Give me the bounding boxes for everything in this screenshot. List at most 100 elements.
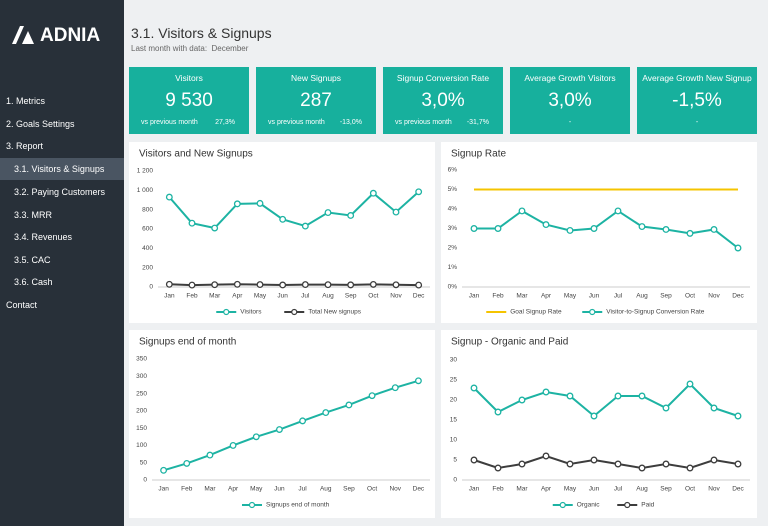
chart: Visitors and New Signups 0 200 400 600 800 1 0… (137, 149, 430, 316)
chart-title: Visitors and New Signups (139, 149, 253, 160)
data-point (590, 456, 598, 464)
data-point (347, 281, 355, 289)
nav-item[interactable]: 3.6. Cash (14, 277, 53, 287)
data-point (252, 433, 260, 441)
legend-marker (291, 308, 298, 316)
nav-item[interactable]: 3.4. Revenues (14, 232, 73, 242)
x-tick-label: Feb (492, 486, 504, 493)
data-point (542, 221, 550, 229)
y-tick-label: 0 (149, 284, 153, 291)
data-point (470, 384, 478, 392)
logo-icon (12, 26, 34, 44)
data-point (710, 404, 718, 412)
nav-item[interactable]: Contact (6, 300, 38, 310)
nav-item[interactable]: 2. Goals Settings (6, 119, 75, 129)
kpi-compare-label: vs previous month (268, 119, 325, 126)
data-point (414, 377, 422, 385)
chart-panel: Visitors and New Signups 0 200 400 600 800 1 0… (129, 142, 435, 323)
data-point (369, 280, 377, 288)
legend-label: Signups end of month (266, 502, 330, 509)
y-tick-label: 200 (136, 408, 147, 415)
x-tick-label: Mar (516, 486, 528, 493)
legend-marker (223, 308, 230, 316)
nav-item[interactable]: 3. Report (6, 141, 44, 151)
kpi-title: Signup Conversion Rate (396, 73, 490, 83)
y-tick-label: 1% (448, 264, 458, 271)
data-point (470, 225, 478, 232)
legend-label: Total New signups (308, 309, 361, 316)
x-tick-label: May (564, 486, 577, 493)
chart-panel: Signup Rate 0% 1% 2% 3% 4% 5% 6% Jan Feb Mar Apr May… (441, 142, 757, 323)
subtitle-value: December (211, 44, 249, 53)
data-point (638, 464, 646, 472)
x-tick-label: Nov (708, 486, 720, 493)
data-point (542, 388, 550, 396)
x-tick-label: Sep (343, 486, 355, 493)
kpi-compare-value: - (568, 119, 572, 126)
series-line (163, 379, 419, 472)
nav-item[interactable]: 3.1. Visitors & Signups (0, 158, 124, 180)
kpi-compare-label: vs previous month (141, 119, 198, 126)
data-point (345, 401, 353, 409)
page-subtitle: Last month with data: December (131, 44, 248, 53)
data-point (614, 207, 622, 215)
kpi-value: 287 (300, 90, 332, 111)
data-point (233, 200, 241, 208)
series-line (474, 209, 739, 249)
data-point (183, 459, 191, 467)
y-tick-label: 0 (453, 477, 457, 484)
page-title: 3.1. Visitors & Signups (131, 25, 272, 41)
x-tick-label: May (254, 293, 267, 300)
data-point (211, 281, 219, 289)
legend-marker (624, 501, 631, 509)
x-tick-label: Dec (732, 486, 744, 493)
nav-item[interactable]: 3.3. MRR (14, 210, 53, 220)
data-point (710, 456, 718, 464)
x-tick-label: Sep (660, 486, 672, 493)
x-tick-label: Jan (158, 486, 169, 493)
data-point (494, 225, 502, 232)
y-tick-label: 300 (136, 373, 147, 380)
y-tick-label: 200 (142, 264, 153, 271)
data-point (518, 207, 526, 215)
y-tick-label: 0 (143, 477, 147, 484)
data-point (686, 229, 694, 237)
x-tick-label: Oct (368, 293, 378, 300)
data-point (566, 226, 574, 234)
x-tick-label: Feb (492, 293, 504, 300)
data-point (566, 460, 574, 468)
x-tick-label: Oct (685, 486, 695, 493)
kpi-card: Signup Conversion Rate 3,0% vs previous mo… (383, 67, 503, 134)
nav-item[interactable]: 3.2. Paying Customers (14, 187, 106, 197)
kpi-title: Visitors (175, 73, 203, 83)
chart: Signups end of month 0 50 100 150 200 250 300 35… (136, 337, 430, 509)
data-point (686, 464, 694, 472)
data-point (392, 208, 400, 216)
nav-item[interactable]: 3.5. CAC (14, 255, 51, 265)
data-point (662, 460, 670, 468)
y-tick-label: 1 000 (137, 187, 154, 194)
data-point (256, 281, 264, 289)
kpi-compare-value: -13,0% (339, 119, 362, 126)
data-point (211, 224, 219, 232)
chart: Signup Rate 0% 1% 2% 3% 4% 5% 6% Jan Feb Mar Apr May… (448, 149, 750, 316)
y-tick-label: 1 200 (137, 168, 154, 175)
logo: ADNIA (12, 25, 100, 46)
data-point (590, 412, 598, 420)
data-point (322, 409, 330, 417)
kpi-card: Average Growth New Signup -1,5% - (637, 67, 757, 134)
nav-item[interactable]: 1. Metrics (6, 96, 46, 106)
data-point (662, 404, 670, 412)
y-tick-label: 800 (142, 206, 153, 213)
legend-label: Organic (577, 502, 601, 509)
data-point (614, 460, 622, 468)
x-tick-label: Oct (367, 486, 377, 493)
kpi-compare-label: vs previous month (395, 119, 452, 126)
y-tick-label: 2% (448, 245, 458, 252)
kpi-title: Average Growth Visitors (524, 73, 616, 83)
y-tick-label: 25 (450, 377, 458, 384)
data-point (542, 452, 550, 460)
x-tick-label: Aug (636, 486, 648, 493)
x-tick-label: Jan (469, 293, 480, 300)
legend-label: Visitors (240, 309, 262, 316)
